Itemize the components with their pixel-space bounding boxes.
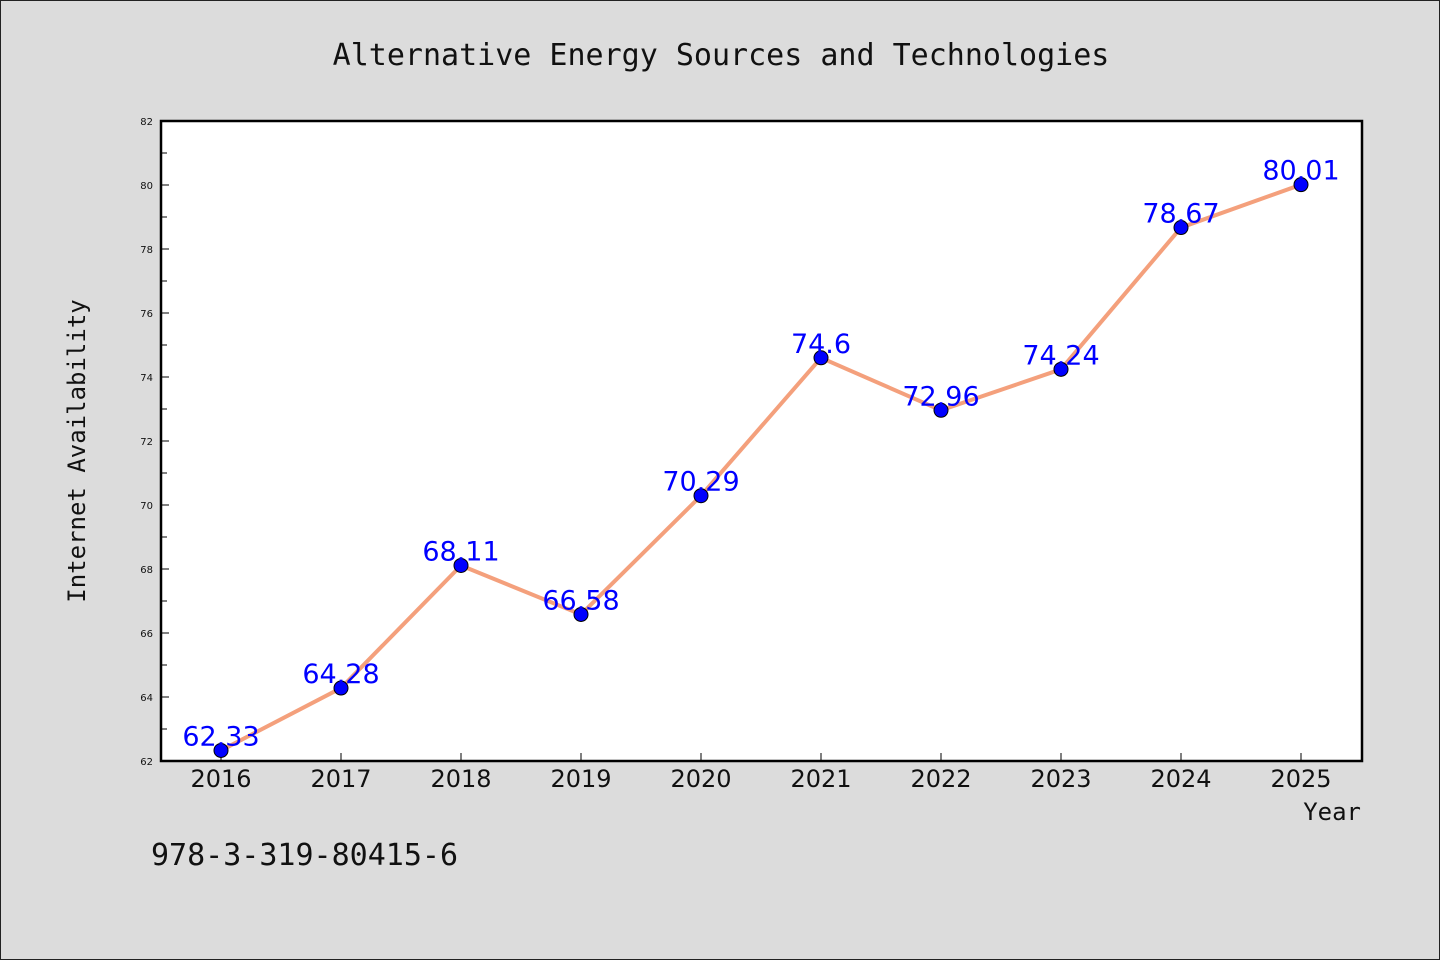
data-label: 68.11 xyxy=(422,536,499,567)
x-tick-label: 2017 xyxy=(310,765,371,793)
y-tick-label: 66 xyxy=(140,629,153,640)
x-tick-label: 2016 xyxy=(190,765,251,793)
y-tick-label: 64 xyxy=(140,693,153,704)
x-axis-label: Year xyxy=(1303,798,1361,826)
data-point xyxy=(1173,220,1189,236)
y-tick-label: 62 xyxy=(140,757,153,768)
data-point xyxy=(333,680,349,696)
series-line xyxy=(219,182,1303,753)
y-tick-label: 68 xyxy=(140,565,153,576)
data-label: 72.96 xyxy=(902,381,979,412)
y-tick-label: 78 xyxy=(140,245,153,256)
x-tick-label: 2020 xyxy=(670,765,731,793)
data-label: 70.29 xyxy=(662,467,739,498)
data-point xyxy=(693,488,709,504)
data-label: 66.58 xyxy=(542,585,619,616)
data-point xyxy=(213,742,229,758)
y-axis-label: Internet Availability xyxy=(63,299,91,602)
plot-frame xyxy=(159,119,1364,763)
x-tick-label: 2024 xyxy=(1150,765,1211,793)
y-tick-label: 82 xyxy=(140,117,153,128)
y-tick-label: 76 xyxy=(140,309,153,320)
data-label: 62.33 xyxy=(182,721,259,752)
x-tick-label: 2021 xyxy=(790,765,851,793)
data-label: 64.28 xyxy=(302,659,379,690)
x-tick-label: 2025 xyxy=(1270,765,1331,793)
data-label: 74.24 xyxy=(1022,340,1099,371)
data-label-layer: 62.33 64.28 68.11 66.58 70.29 74.6 72.96 74.24 7… xyxy=(182,156,1339,753)
y-tick-label: 74 xyxy=(140,373,153,384)
x-tick-label: 2019 xyxy=(550,765,611,793)
x-tick-label: 2018 xyxy=(430,765,491,793)
y-tick-label: 72 xyxy=(140,437,153,448)
series-layer xyxy=(213,177,1309,758)
data-label: 80.01 xyxy=(1262,156,1339,187)
data-label: 74.6 xyxy=(791,329,851,360)
data-point xyxy=(573,606,589,622)
chart-title: Alternative Energy Sources and Technolog… xyxy=(333,38,1110,73)
data-point xyxy=(813,350,829,366)
footnote-isbn: 978-3-319-80415-6 xyxy=(151,838,458,873)
data-label: 78.67 xyxy=(1142,199,1219,230)
data-point xyxy=(1053,361,1069,377)
data-point xyxy=(1293,177,1309,193)
data-point xyxy=(453,557,469,573)
x-tick-label: 2022 xyxy=(910,765,971,793)
axis-ticks: 62 64 66 68 70 72 74 76 78 80 82 2016 2017 2018 2019 20… xyxy=(140,117,1331,793)
y-tick-label: 80 xyxy=(140,181,153,192)
data-point xyxy=(933,402,949,418)
plot-area xyxy=(161,121,1362,761)
y-tick-label: 70 xyxy=(140,501,153,512)
x-tick-label: 2023 xyxy=(1030,765,1091,793)
